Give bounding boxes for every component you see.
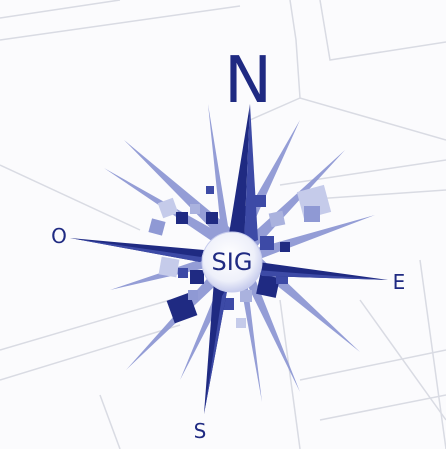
compass-hub: [201, 231, 263, 293]
secondary-rays: [104, 104, 375, 402]
north-label: N: [224, 44, 272, 118]
center-label: SIG: [212, 248, 253, 276]
square-cluster: [148, 184, 332, 328]
east-label: E: [393, 270, 406, 294]
cardinal-spikes: [70, 104, 388, 414]
south-label: S: [194, 419, 207, 443]
west-label: O: [51, 224, 67, 248]
